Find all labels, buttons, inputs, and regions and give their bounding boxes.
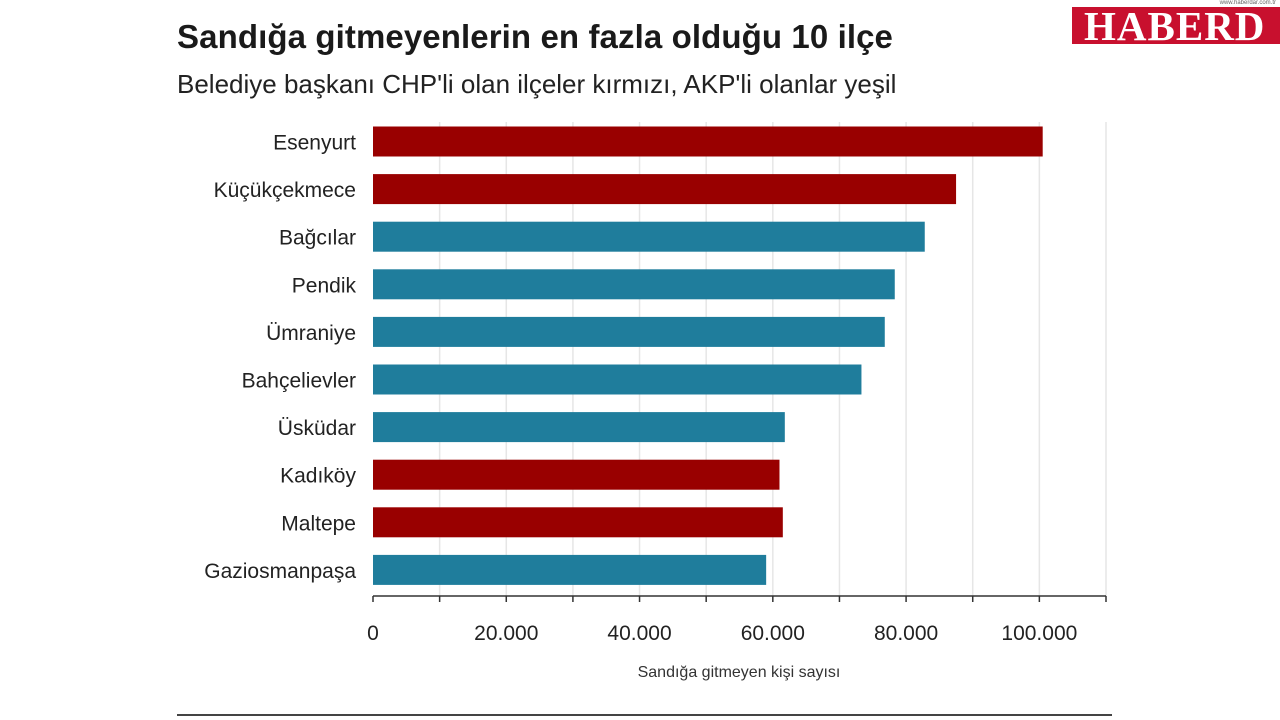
x-axis-label: Sandığa gitmeyen kişi sayısı bbox=[638, 664, 841, 681]
category-label: Maltepe bbox=[281, 512, 356, 535]
x-tick-label: 100.000 bbox=[1001, 622, 1077, 645]
chart-panel bbox=[150, 0, 1112, 720]
logo-url: www.haberdar.com.tr bbox=[1072, 0, 1280, 7]
category-label: Bağcılar bbox=[279, 227, 356, 250]
category-label: Pendik bbox=[292, 274, 357, 297]
x-tick-label: 40.000 bbox=[607, 622, 671, 645]
bar-kad-k-y[interactable] bbox=[373, 459, 780, 490]
logo-wordmark: HABERD bbox=[1084, 3, 1266, 44]
bar-pendik[interactable] bbox=[373, 269, 895, 300]
category-label: Küçükçekmece bbox=[214, 179, 356, 202]
chart-subtitle: Belediye başkanı CHP'li olan ilçeler kır… bbox=[177, 69, 897, 99]
x-axis: 0 20.000 40.000 60.000 80.000 100.000 bbox=[367, 595, 1107, 645]
bar-layer bbox=[373, 126, 1043, 585]
x-tick-label: 60.000 bbox=[741, 622, 805, 645]
bar-k-k-ekmece[interactable] bbox=[373, 174, 957, 205]
x-tick-label: 0 bbox=[367, 622, 379, 645]
category-label: Bahçelievler bbox=[242, 370, 356, 393]
category-label: Gaziosmanpaşa bbox=[204, 560, 356, 583]
bar-ba-c-lar[interactable] bbox=[373, 221, 925, 252]
bar-gaziosmanpa-a[interactable] bbox=[373, 554, 767, 585]
x-tick-label: 80.000 bbox=[874, 622, 938, 645]
category-label: Esenyurt bbox=[273, 132, 356, 155]
category-label: Ümraniye bbox=[266, 322, 356, 345]
category-labels: Esenyurt Küçükçekmece Bağcılar Pendik Ümrani… bbox=[204, 132, 356, 583]
category-label: Kadıköy bbox=[280, 465, 356, 488]
bar-maltepe[interactable] bbox=[373, 507, 783, 538]
bottom-divider bbox=[177, 714, 1112, 716]
bar--sk-dar[interactable] bbox=[373, 412, 785, 443]
haberdar-logo[interactable]: www.haberdar.com.tr HABERD bbox=[1072, 0, 1280, 44]
category-label: Üsküdar bbox=[278, 417, 356, 440]
bar-bah-elievler[interactable] bbox=[373, 364, 862, 395]
bar-esenyurt[interactable] bbox=[373, 126, 1043, 157]
chart-title: Sandığa gitmeyenlerin en fazla olduğu 10… bbox=[177, 18, 894, 55]
x-tick-label: 20.000 bbox=[474, 622, 538, 645]
bar--mraniye[interactable] bbox=[373, 316, 885, 347]
